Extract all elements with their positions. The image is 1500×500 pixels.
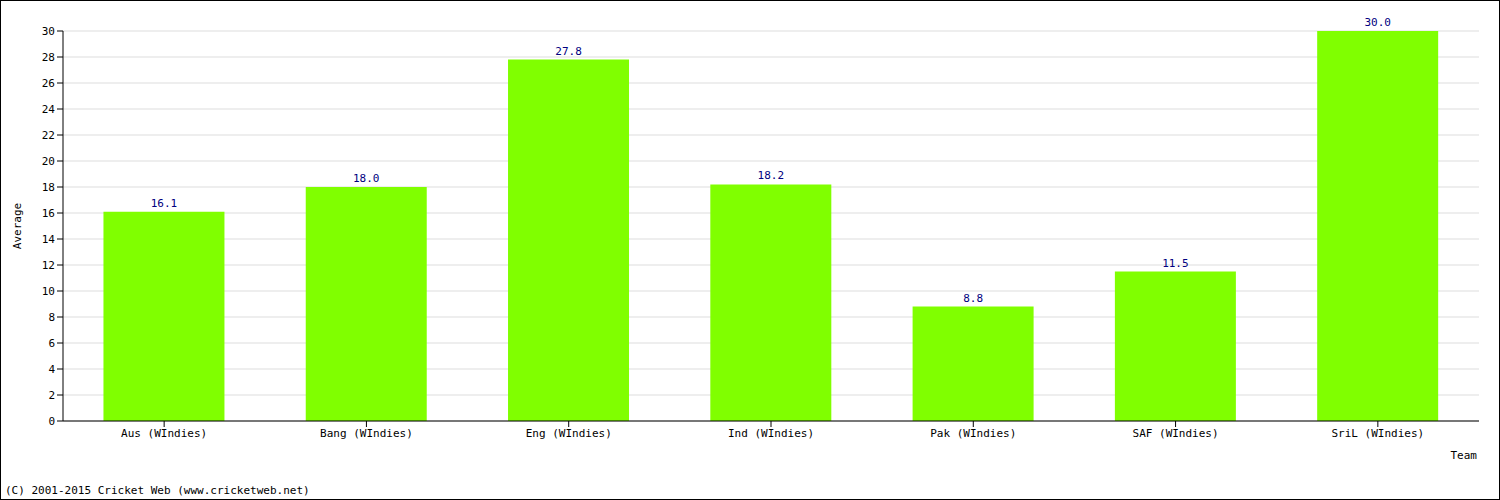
svg-text:20: 20 bbox=[42, 155, 55, 168]
svg-text:Pak (WIndies): Pak (WIndies) bbox=[930, 427, 1016, 440]
svg-text:4: 4 bbox=[48, 363, 55, 376]
svg-text:28: 28 bbox=[42, 51, 55, 64]
svg-text:30: 30 bbox=[42, 25, 55, 38]
svg-text:18: 18 bbox=[42, 181, 55, 194]
svg-text:18.0: 18.0 bbox=[353, 172, 380, 185]
svg-text:24: 24 bbox=[42, 103, 56, 116]
svg-text:11.5: 11.5 bbox=[1162, 257, 1189, 270]
svg-text:12: 12 bbox=[42, 259, 55, 272]
svg-text:16.1: 16.1 bbox=[151, 197, 178, 210]
svg-text:22: 22 bbox=[42, 129, 55, 142]
svg-text:8.8: 8.8 bbox=[963, 292, 983, 305]
svg-text:18.2: 18.2 bbox=[758, 169, 785, 182]
svg-text:16: 16 bbox=[42, 207, 55, 220]
svg-text:10: 10 bbox=[42, 285, 55, 298]
html-text:(C) 2001-2015 Cricket Web (www: (C) 2001-2015 Cricket Web (www.cricketwe… bbox=[5, 484, 310, 497]
svg-text:30.0: 30.0 bbox=[1364, 16, 1391, 29]
svg-text:Bang (WIndies): Bang (WIndies) bbox=[320, 427, 413, 440]
svg-text:26: 26 bbox=[42, 77, 55, 90]
svg-text:6: 6 bbox=[48, 337, 55, 350]
svg-text:2: 2 bbox=[48, 389, 55, 402]
svg-text:Aus (WIndies): Aus (WIndies) bbox=[121, 427, 207, 440]
svg-text:0: 0 bbox=[48, 415, 55, 428]
svg-text:SriL (WIndies): SriL (WIndies) bbox=[1331, 427, 1424, 440]
svg-text:14: 14 bbox=[42, 233, 56, 246]
svg-text:SAF (WIndies): SAF (WIndies) bbox=[1133, 427, 1219, 440]
svg-text:Average: Average bbox=[11, 203, 24, 249]
svg-text:Team: Team bbox=[1451, 449, 1478, 462]
svg-text:Eng (WIndies): Eng (WIndies) bbox=[526, 427, 612, 440]
svg-text:27.8: 27.8 bbox=[555, 45, 582, 58]
svg-text:8: 8 bbox=[48, 311, 55, 324]
svg-text:Ind (WIndies): Ind (WIndies) bbox=[728, 427, 814, 440]
